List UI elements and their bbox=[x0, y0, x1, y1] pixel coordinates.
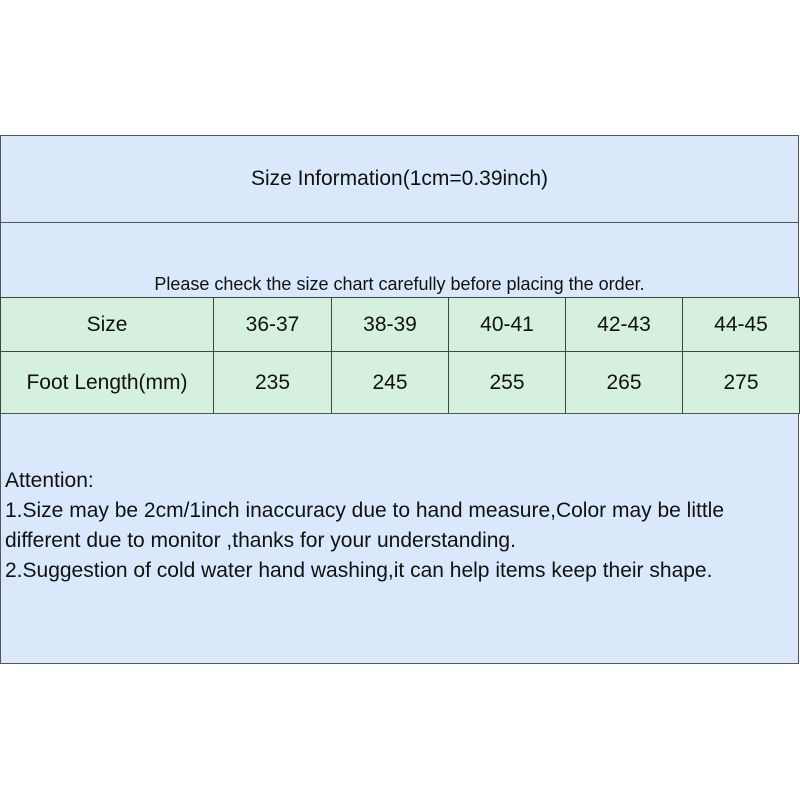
attention-line-1: 1.Size may be 2cm/1inch inaccuracy due t… bbox=[5, 499, 725, 552]
attention-heading: Attention: bbox=[5, 469, 94, 492]
foot-length-row-label: Foot Length(mm) bbox=[0, 351, 214, 414]
size-info-title: Size Information(1cm=0.39inch) bbox=[0, 135, 799, 223]
size-row-cell: 36-37 bbox=[213, 297, 332, 352]
order-notice: Please check the size chart carefully be… bbox=[0, 222, 799, 298]
foot-length-row-cell: 265 bbox=[565, 351, 683, 414]
attention-section: Attention: 1.Size may be 2cm/1inch inacc… bbox=[0, 413, 799, 664]
foot-length-row-cell: 235 bbox=[213, 351, 332, 414]
foot-length-row-cell: 255 bbox=[448, 351, 566, 414]
attention-line-2: 2.Suggestion of cold water hand washing,… bbox=[5, 559, 713, 582]
size-row-cell: 38-39 bbox=[331, 297, 449, 352]
foot-length-row-cell: 245 bbox=[331, 351, 449, 414]
foot-length-row-cell: 275 bbox=[682, 351, 800, 414]
size-row-label: Size bbox=[0, 297, 214, 352]
size-row-cell: 40-41 bbox=[448, 297, 566, 352]
size-row-cell: 44-45 bbox=[682, 297, 800, 352]
size-row-cell: 42-43 bbox=[565, 297, 683, 352]
